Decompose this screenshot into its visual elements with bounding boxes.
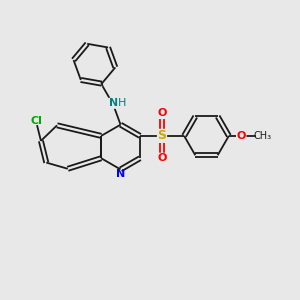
Text: Cl: Cl <box>30 116 42 126</box>
Text: S: S <box>158 129 166 142</box>
Text: N: N <box>109 98 118 108</box>
Text: N: N <box>116 169 125 179</box>
Text: H: H <box>118 98 126 108</box>
Text: CH₃: CH₃ <box>254 131 272 141</box>
Text: O: O <box>157 153 167 163</box>
Text: O: O <box>157 109 167 118</box>
Text: O: O <box>236 131 246 141</box>
